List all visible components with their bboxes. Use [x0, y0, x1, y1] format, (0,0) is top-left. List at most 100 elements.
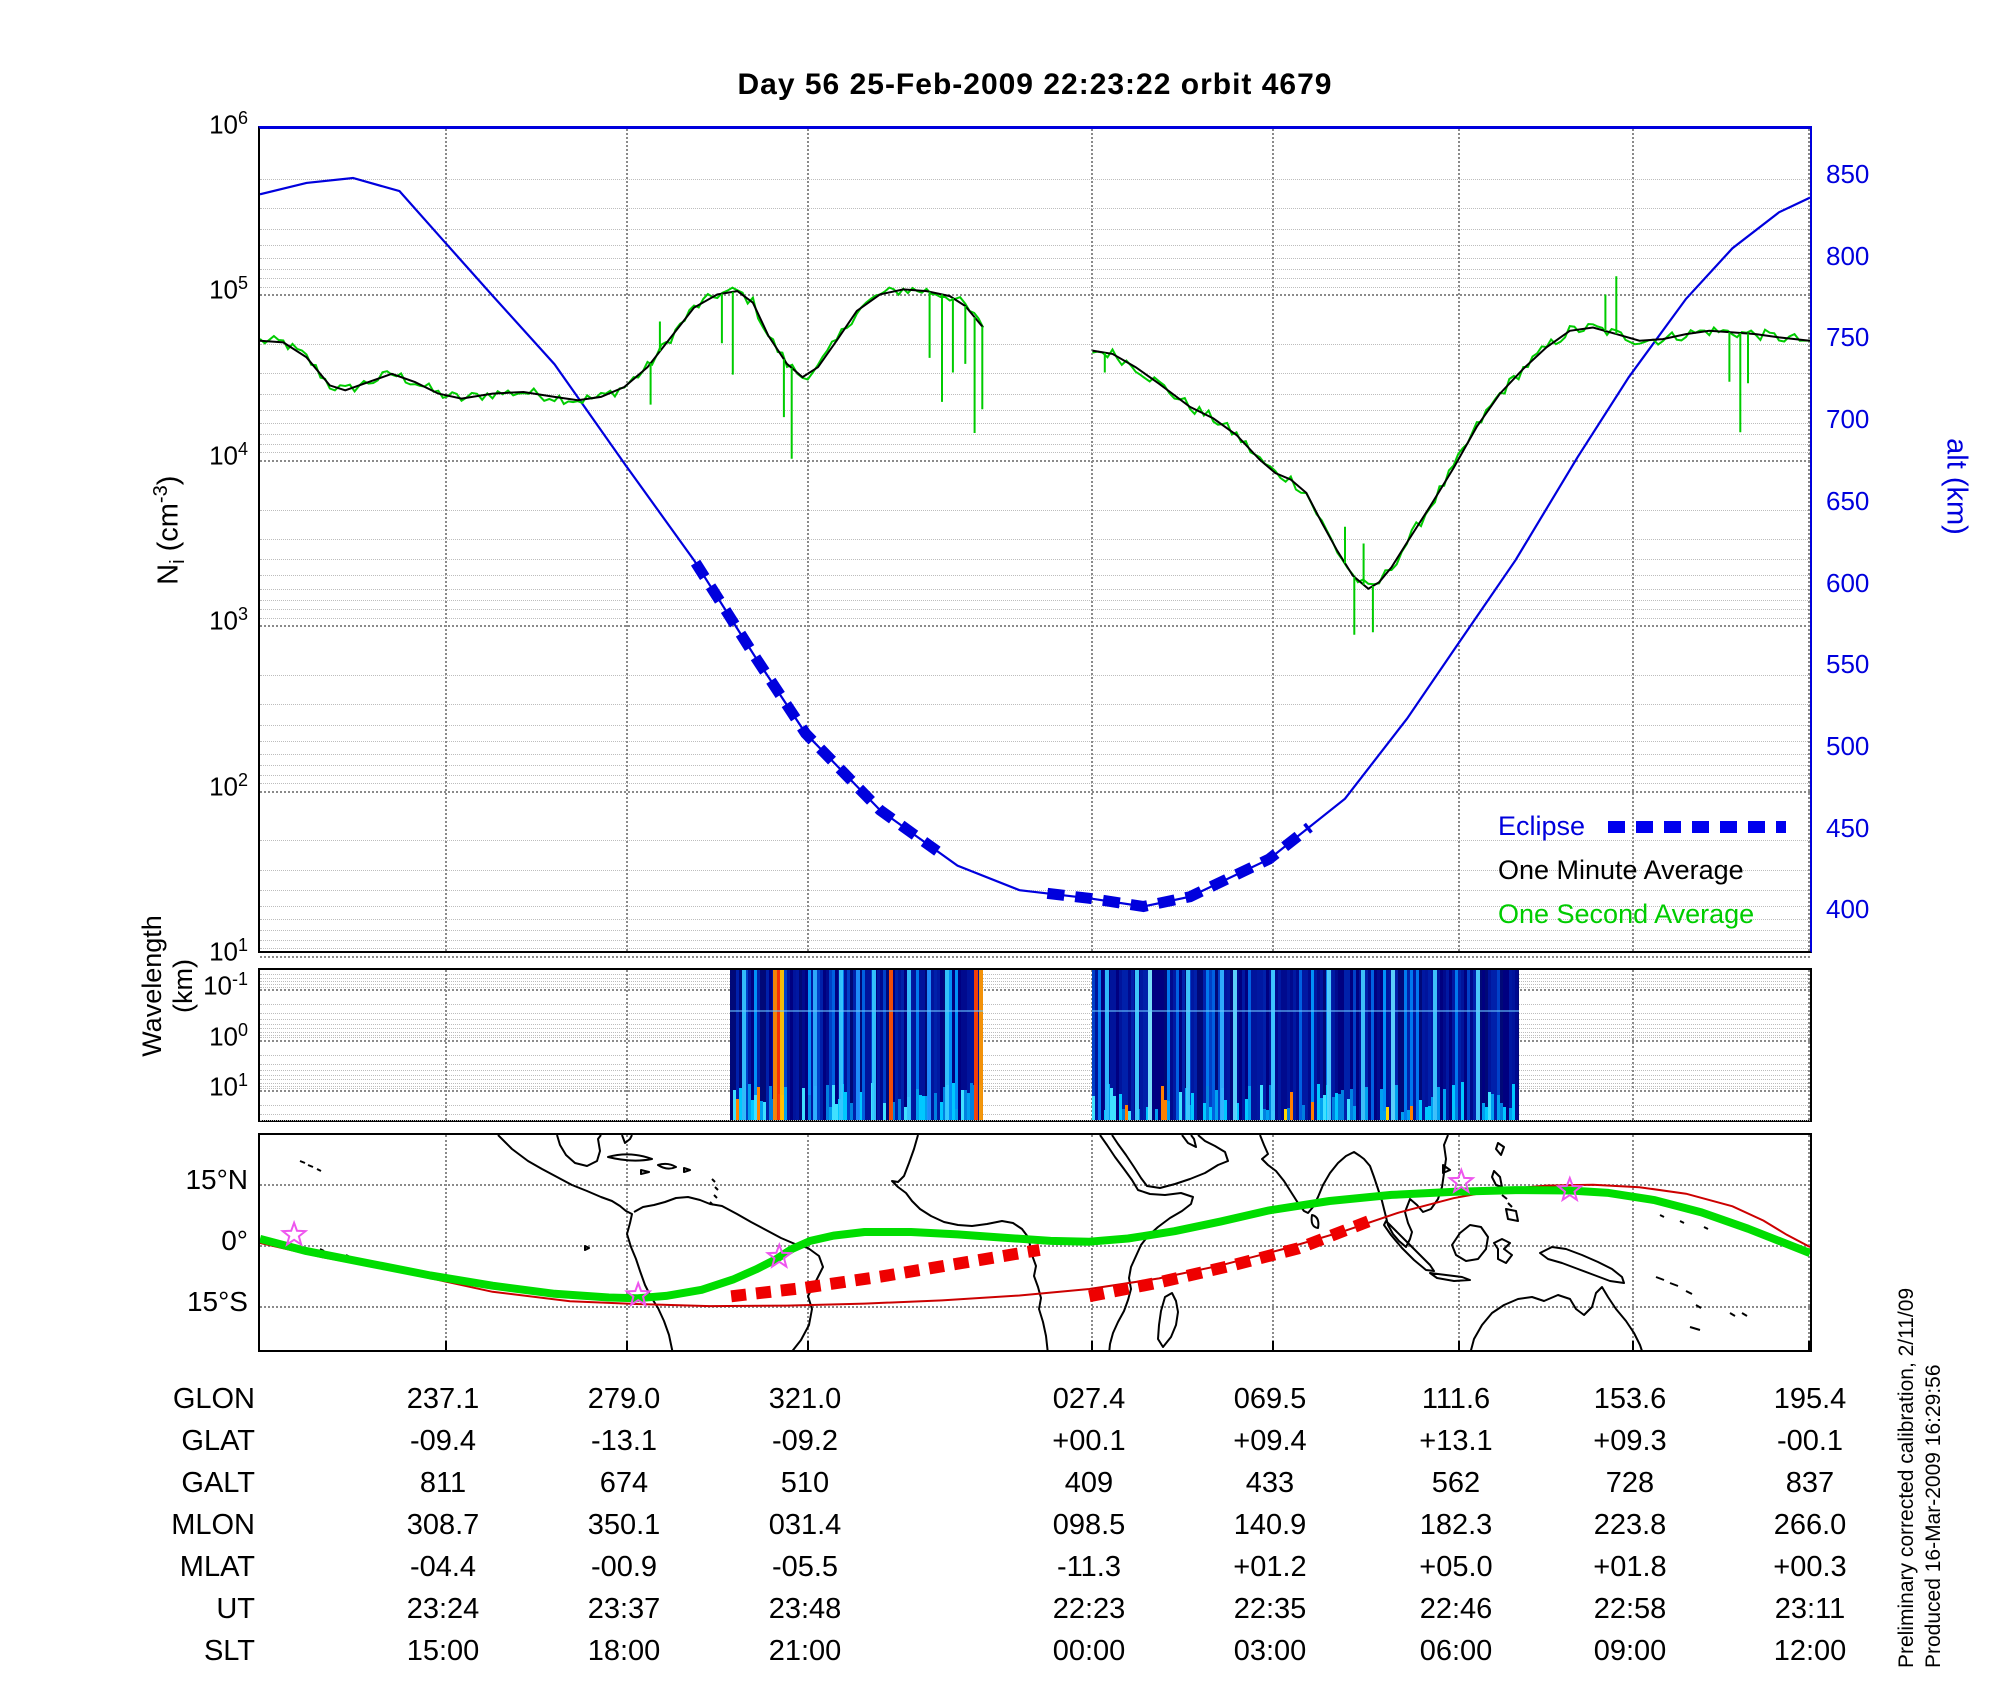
spectro-strip [729, 970, 733, 1120]
map-lat-label: 15°S [186, 1286, 248, 1318]
spectro-strip [1350, 970, 1354, 1120]
h-gridline-minor [260, 228, 1810, 230]
spectro-strip [903, 970, 907, 1120]
v-gridline [1808, 129, 1810, 951]
spectro-strip [1512, 970, 1516, 1120]
spectro-strip [1323, 970, 1327, 1120]
spectro-bottom-strip [951, 1083, 955, 1120]
spectro-strip [1128, 970, 1132, 1120]
spectro-bottom-strip [1335, 1093, 1339, 1120]
h-gridline-major [260, 956, 1810, 958]
h-gridline-minor [260, 774, 1810, 776]
spectro-bottom-strip [762, 1102, 766, 1120]
spectro-strip [1380, 970, 1384, 1120]
h-gridline-minor [260, 609, 1810, 611]
altitude-tick-label: 600 [1826, 567, 1870, 598]
spectro-strip [882, 970, 886, 1120]
spectro-strip [1251, 970, 1255, 1120]
spectro-bottom-strip [750, 1100, 754, 1120]
spectro-hot-column [838, 970, 843, 1120]
coastline-path [299, 1135, 1748, 1350]
spectro-hot-column [1220, 970, 1225, 1120]
table-cell: +01.2 [1233, 1551, 1307, 1583]
ground-track-map-panel [258, 1133, 1812, 1352]
h-gridline-minor [260, 764, 1810, 766]
spectro-strip [897, 970, 901, 1120]
table-cell: -09.4 [409, 1425, 477, 1457]
spectro-bottom-strip [1224, 1099, 1228, 1120]
spectro-hot-column [1271, 970, 1276, 1120]
spectro-strip [816, 970, 820, 1120]
spectro-bottom-strip [1311, 1102, 1315, 1120]
spectro-hot-column [1105, 970, 1110, 1120]
spectro-strip [1227, 970, 1231, 1120]
altitude-tick-label: 500 [1826, 730, 1870, 761]
table-cell: 153.6 [1593, 1383, 1667, 1415]
spectro-bottom-strip [738, 1088, 742, 1120]
map-bottom-tick [1272, 1341, 1274, 1350]
spectro-bottom-strip [1302, 1104, 1306, 1120]
spectro-strip [1458, 970, 1462, 1120]
h-gridline-minor [260, 939, 1810, 941]
spectro-strip [1140, 970, 1144, 1120]
altitude-tick-label: 450 [1826, 812, 1870, 843]
spectro-bottom-strip [1125, 1105, 1129, 1120]
spectro-bottom-strip [1122, 1108, 1126, 1120]
h-gridline-major [260, 625, 1810, 628]
spectro-bottom-strip [966, 1092, 970, 1120]
spectro-bottom-strip [963, 1089, 967, 1120]
spectro-strip [1416, 970, 1420, 1120]
spectro-bottom-strip [1512, 1083, 1516, 1120]
h-gridline-minor [260, 1120, 1810, 1122]
spectro-strip [1515, 970, 1519, 1120]
spectrogram-block [729, 970, 984, 1120]
spectro-bottom-strip [1497, 1094, 1501, 1120]
spectro-bottom-strip [1401, 1111, 1405, 1120]
spectro-strip [789, 970, 793, 1120]
spectro-strip [762, 970, 766, 1120]
spectro-bottom-strip [897, 1099, 901, 1120]
spectro-strip [786, 970, 790, 1120]
ground-station-star-icon [765, 1241, 794, 1269]
spectro-strip [960, 970, 964, 1120]
spectro-bottom-strip [759, 1101, 763, 1120]
spectro-strip [1125, 970, 1129, 1120]
h-gridline-minor [260, 919, 1810, 921]
h-gridline-minor [260, 724, 1810, 726]
h-gridline-minor [260, 207, 1810, 209]
table-row-label: GALT [181, 1467, 255, 1499]
spectro-strip [915, 970, 919, 1120]
spectro-strip [1395, 970, 1399, 1120]
spectro-bottom-strip [1437, 1086, 1441, 1120]
spectro-bottom-strip [1380, 1088, 1384, 1120]
spectro-strip [924, 970, 928, 1120]
eclipse-track-dashed [730, 1243, 1041, 1303]
table-cell: -04.4 [409, 1551, 477, 1583]
h-gridline-minor [260, 1064, 1810, 1066]
spectro-strip [801, 970, 805, 1120]
table-cell: 23:37 [587, 1593, 661, 1625]
spectro-bottom-strip [1350, 1088, 1354, 1120]
spectro-strip [1299, 970, 1303, 1120]
h-gridline-minor [260, 890, 1810, 892]
spectro-strip [957, 970, 961, 1120]
h-gridline-minor [260, 1031, 1810, 1033]
spectro-strip [1173, 970, 1177, 1120]
spectro-bottom-strip [921, 1096, 925, 1120]
density-tick-label: 101 [209, 935, 248, 967]
spectro-bottom-strip [1260, 1084, 1264, 1120]
table-cell: +05.0 [1419, 1551, 1493, 1583]
spectro-bottom-strip [843, 1091, 847, 1120]
spectrogram-block [1092, 970, 1519, 1120]
spectro-strip [1092, 970, 1096, 1120]
spectro-strip [732, 970, 736, 1120]
spectro-strip [810, 970, 814, 1120]
altitude-axis-label: alt (km) [1940, 438, 1973, 535]
spectro-strip [1479, 970, 1483, 1120]
h-gridline-minor [260, 434, 1810, 436]
spectro-bottom-strip [1347, 1099, 1351, 1120]
spectro-strip [1194, 970, 1198, 1120]
map-lon-gridline [1632, 1135, 1634, 1350]
spectro-strip [1182, 970, 1186, 1120]
spectro-strip [1239, 970, 1243, 1120]
